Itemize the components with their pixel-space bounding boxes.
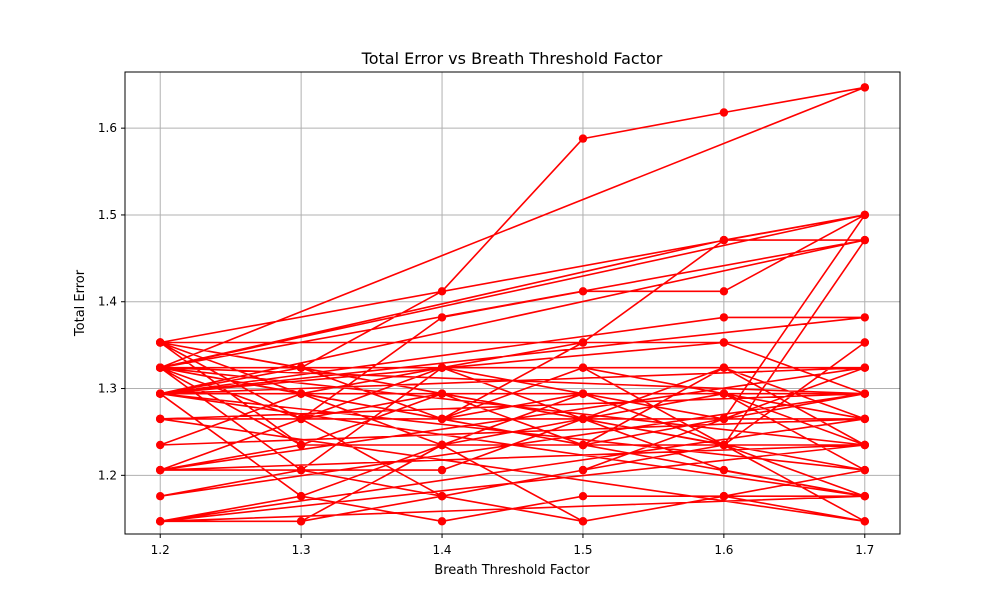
data-point bbox=[578, 287, 588, 296]
data-point bbox=[437, 517, 447, 526]
data-point bbox=[860, 492, 869, 501]
data-point bbox=[719, 492, 729, 501]
data-point bbox=[156, 440, 165, 450]
y-tick-label: 1.2 bbox=[98, 468, 117, 482]
data-point bbox=[719, 363, 729, 372]
data-point bbox=[578, 465, 588, 475]
data-point bbox=[156, 465, 165, 475]
data-point bbox=[437, 389, 447, 398]
x-tick-label: 1.4 bbox=[432, 543, 451, 557]
data-point bbox=[578, 440, 588, 450]
data-point bbox=[437, 440, 447, 450]
data-point bbox=[719, 235, 729, 245]
data-point bbox=[578, 363, 588, 372]
data-point bbox=[860, 414, 869, 424]
data-point bbox=[860, 465, 869, 475]
y-tick-label: 1.3 bbox=[98, 382, 117, 396]
x-tick-label: 1.3 bbox=[292, 543, 311, 557]
y-tick-label: 1.5 bbox=[98, 208, 117, 222]
data-point bbox=[156, 363, 165, 372]
data-point bbox=[296, 465, 306, 475]
data-point bbox=[860, 363, 869, 372]
x-axis-label: Breath Threshold Factor bbox=[434, 563, 590, 578]
data-point bbox=[719, 338, 729, 347]
data-point bbox=[578, 517, 588, 526]
data-point bbox=[578, 338, 588, 347]
data-point bbox=[860, 235, 869, 245]
data-point bbox=[860, 210, 869, 220]
data-point bbox=[296, 389, 306, 398]
data-point bbox=[296, 414, 306, 424]
data-point bbox=[860, 440, 869, 450]
y-tick-label: 1.6 bbox=[98, 121, 117, 135]
data-point bbox=[719, 440, 729, 450]
data-point bbox=[156, 389, 165, 398]
x-axis-ticks: 1.2 1.3 1.4 1.5 1.6 1.7 bbox=[151, 534, 874, 557]
x-tick-label: 1.5 bbox=[573, 543, 592, 557]
x-tick-label: 1.7 bbox=[855, 543, 874, 557]
plot-area-frame bbox=[124, 71, 901, 535]
data-point bbox=[437, 465, 447, 475]
data-point bbox=[437, 287, 447, 296]
data-series bbox=[156, 83, 869, 526]
data-point bbox=[437, 363, 447, 372]
data-point bbox=[860, 313, 869, 322]
data-point bbox=[860, 517, 869, 526]
data-point bbox=[719, 287, 729, 296]
data-point bbox=[296, 492, 306, 501]
y-axis-label: Total Error bbox=[73, 269, 88, 337]
y-tick-label: 1.4 bbox=[98, 295, 117, 309]
chart-title: Total Error vs Breath Threshold Factor bbox=[361, 49, 663, 68]
data-point bbox=[719, 465, 729, 475]
data-point bbox=[296, 363, 306, 372]
data-point bbox=[156, 338, 165, 347]
data-point bbox=[156, 492, 165, 501]
data-point bbox=[578, 389, 588, 398]
data-point bbox=[296, 440, 306, 450]
data-point bbox=[860, 389, 869, 398]
x-tick-label: 1.6 bbox=[714, 543, 733, 557]
data-point bbox=[719, 108, 729, 117]
data-point bbox=[156, 517, 165, 526]
x-tick-label: 1.2 bbox=[151, 543, 170, 557]
y-axis-ticks: 1.2 1.3 1.4 1.5 1.6 bbox=[98, 121, 125, 482]
data-point bbox=[578, 414, 588, 424]
data-point bbox=[860, 83, 869, 92]
data-point bbox=[156, 414, 165, 424]
data-point bbox=[578, 134, 588, 143]
data-point bbox=[437, 414, 447, 424]
data-point bbox=[578, 492, 588, 501]
data-point bbox=[437, 313, 447, 322]
data-point bbox=[719, 414, 729, 424]
data-point bbox=[719, 313, 729, 322]
data-point bbox=[860, 338, 869, 347]
data-point bbox=[296, 517, 306, 526]
data-point bbox=[719, 389, 729, 398]
data-point bbox=[437, 492, 447, 501]
